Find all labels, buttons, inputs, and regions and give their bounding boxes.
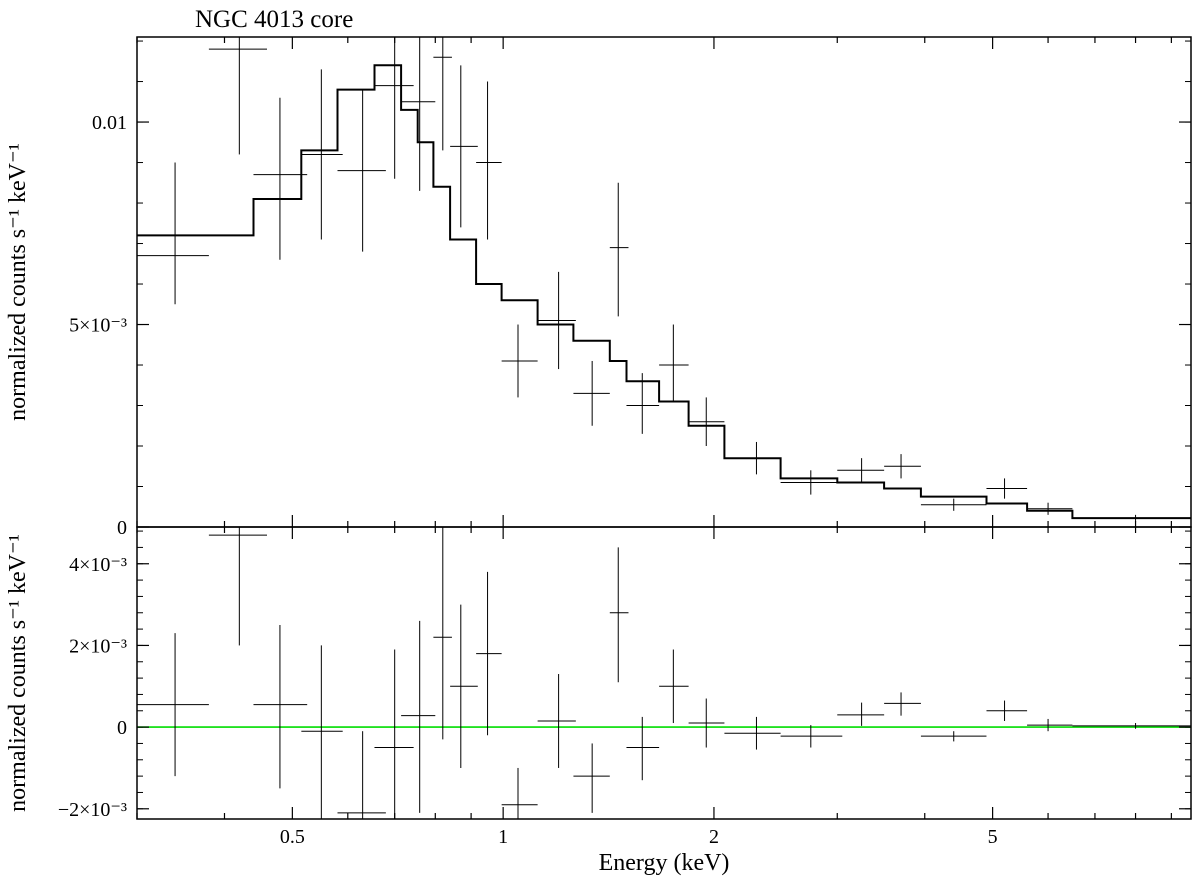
bottom-data-point-0 xyxy=(137,633,209,777)
top-panel-frame xyxy=(136,36,1192,528)
top-data-point-4 xyxy=(337,89,386,252)
chart-title: NGC 4013 core xyxy=(195,6,353,33)
top-y-axis-label: normalized counts s⁻¹ keV⁻¹ xyxy=(5,143,31,421)
top-data-point-16 xyxy=(688,397,725,447)
bottom-data-point-23 xyxy=(1027,718,1073,732)
top-plot-area: 0 5×10⁻³ 0.01 xyxy=(69,37,1191,539)
bottom-data-point-22 xyxy=(986,700,1028,721)
top-data-point-23 xyxy=(1027,502,1073,515)
top-data-point-9 xyxy=(476,81,502,240)
bottom-xtick-label-3: 5 xyxy=(988,826,998,848)
bottom-data-point-2 xyxy=(253,625,308,789)
top-data-point-5 xyxy=(374,37,414,179)
top-ytick-label-0: 0 xyxy=(117,517,127,539)
top-data-point-1 xyxy=(208,37,267,155)
top-data-point-10 xyxy=(501,324,538,398)
bottom-data-point-1 xyxy=(208,527,267,646)
bottom-panel: −2×10⁻³ 0 2×10⁻³ 4×10⁻³ 0.5 1 2 5 xyxy=(58,526,1192,848)
bottom-data-point-3 xyxy=(301,645,343,819)
top-data-point-20 xyxy=(884,454,921,479)
bottom-data-point-16 xyxy=(688,698,725,748)
top-data-point-0 xyxy=(137,162,209,305)
bottom-data-point-12 xyxy=(573,743,610,813)
bottom-xtick-label-0: 0.5 xyxy=(280,826,305,848)
top-data-point-15 xyxy=(659,324,689,402)
bottom-data-point-5 xyxy=(374,649,414,819)
top-data-point-2 xyxy=(253,97,308,260)
bottom-ytick-label-2: 2×10⁻³ xyxy=(69,635,127,657)
bottom-data-point-18 xyxy=(780,725,843,748)
bottom-data-point-4 xyxy=(337,731,386,819)
bottom-data-point-15 xyxy=(659,649,689,724)
top-data-point-11 xyxy=(537,271,576,370)
top-panel: 0 5×10⁻³ 0.01 xyxy=(69,36,1192,539)
bottom-data-point-17 xyxy=(724,716,781,750)
x-axis-label: Energy (keV) xyxy=(599,850,730,876)
bottom-data-point-13 xyxy=(609,547,629,683)
bottom-ytick-label-1: 0 xyxy=(117,717,127,739)
bottom-ytick-label-0: −2×10⁻³ xyxy=(58,799,127,821)
bottom-data-point-24 xyxy=(1072,723,1191,729)
bottom-data-point-21 xyxy=(920,731,987,742)
bottom-data-point-10 xyxy=(501,767,538,819)
bottom-data-point-6 xyxy=(401,620,436,813)
bottom-data-point-11 xyxy=(537,674,576,768)
bottom-ytick-label-3: 4×10⁻³ xyxy=(69,554,127,576)
top-data-point-19 xyxy=(837,458,885,483)
bottom-y-axis-label: normalized counts s⁻¹ keV⁻¹ xyxy=(5,534,31,812)
bottom-data-point-20 xyxy=(884,692,921,716)
top-data-point-6 xyxy=(401,37,436,191)
bottom-xtick-label-1: 1 xyxy=(498,826,508,848)
top-ytick-label-2: 0.01 xyxy=(92,112,127,134)
top-data-point-22 xyxy=(986,478,1028,499)
bottom-data-point-19 xyxy=(837,702,885,726)
bottom-data-point-7 xyxy=(433,527,452,740)
top-data-point-24 xyxy=(1072,514,1191,523)
bottom-xtick-label-2: 2 xyxy=(709,826,719,848)
top-data-point-17 xyxy=(724,441,781,475)
top-ytick-label-1: 5×10⁻³ xyxy=(69,315,127,337)
bottom-panel-frame xyxy=(136,526,1192,820)
top-data-point-14 xyxy=(626,373,660,434)
top-data-point-21 xyxy=(920,498,987,511)
bottom-data-point-9 xyxy=(476,571,502,736)
bottom-data-point-14 xyxy=(626,716,660,781)
top-model-step xyxy=(137,64,1191,520)
top-data-point-8 xyxy=(450,65,478,228)
top-data-point-13 xyxy=(609,182,629,317)
bottom-data-point-8 xyxy=(450,604,478,768)
top-data-point-7 xyxy=(433,37,452,151)
top-data-point-3 xyxy=(301,69,343,240)
top-data-point-18 xyxy=(780,470,843,495)
top-data-point-12 xyxy=(573,360,610,426)
bottom-plot-area: −2×10⁻³ 0 2×10⁻³ 4×10⁻³ 0.5 1 2 5 xyxy=(58,527,1191,848)
